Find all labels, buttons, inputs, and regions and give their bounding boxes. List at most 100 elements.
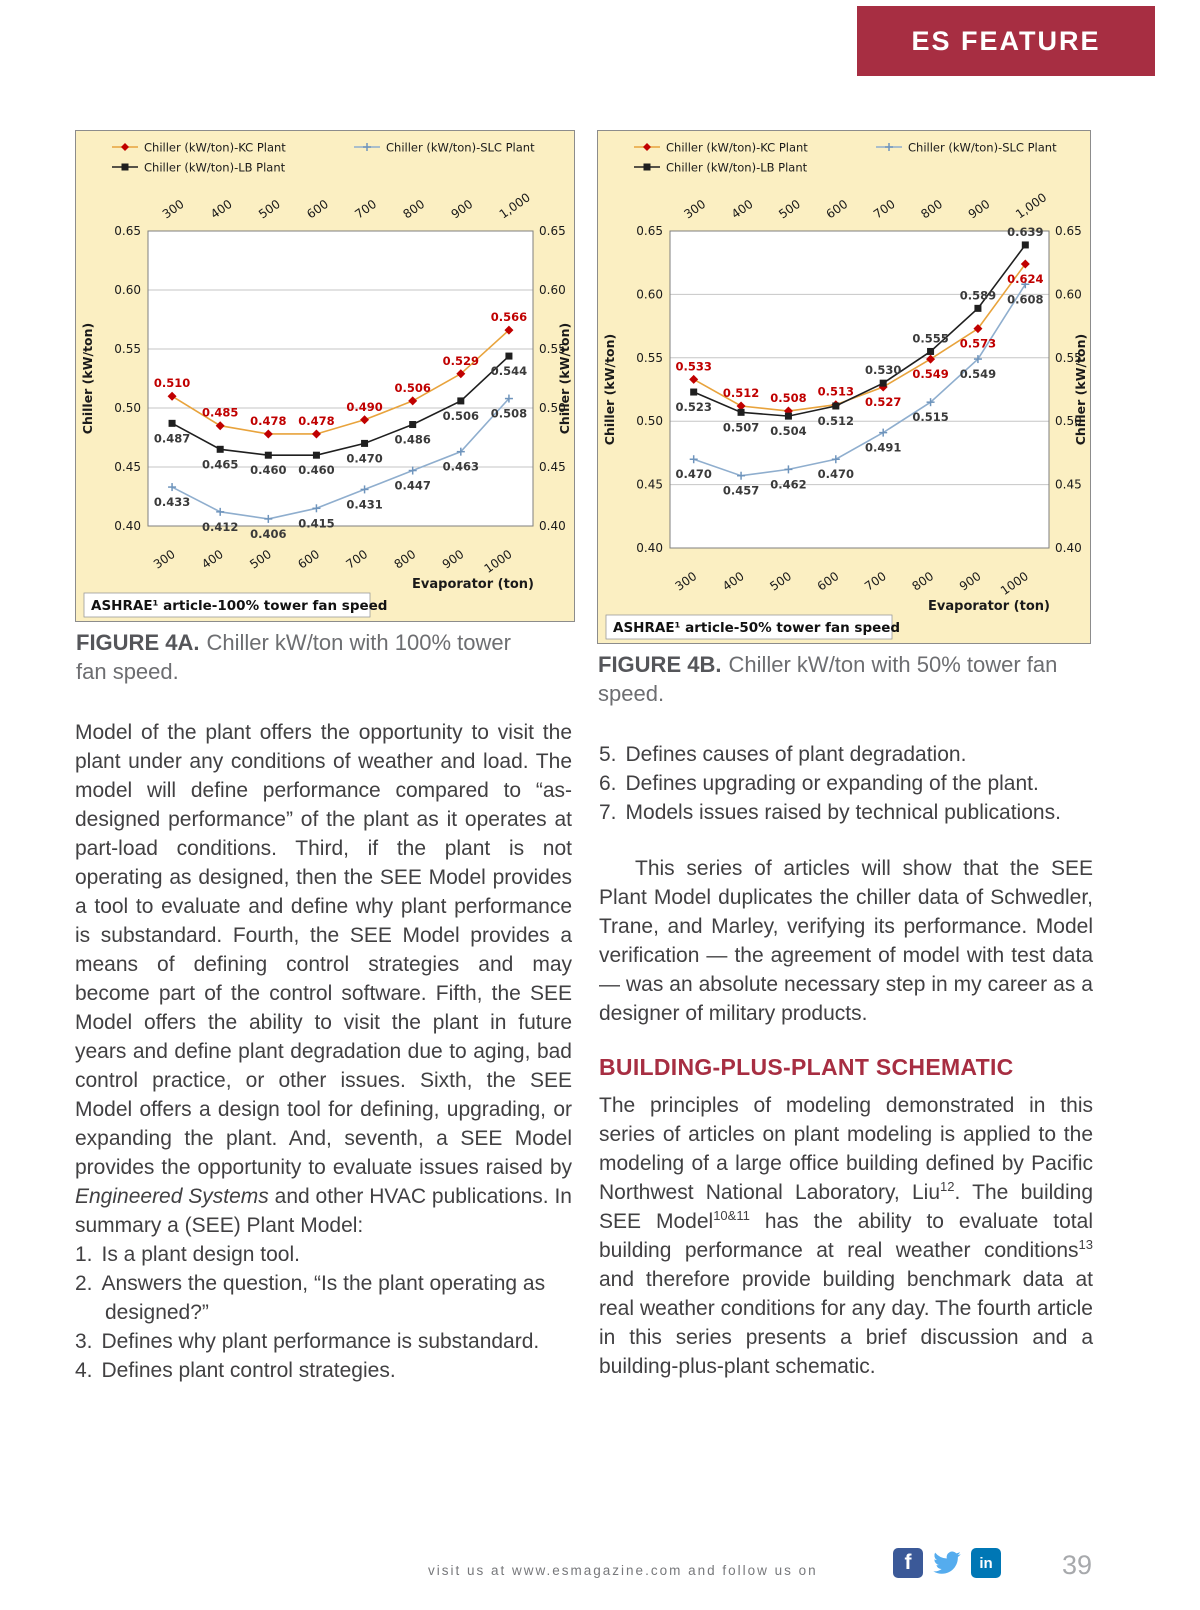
svg-text:0.65: 0.65 bbox=[636, 224, 663, 238]
svg-text:0.55: 0.55 bbox=[114, 342, 141, 356]
svg-text:400: 400 bbox=[720, 569, 747, 594]
y-axis-right: 0.40 0.45 0.50 0.55 0.60 0.65 bbox=[539, 224, 566, 533]
svg-text:0.533: 0.533 bbox=[675, 359, 711, 373]
svg-text:ASHRAE¹ article-100% tower fan: ASHRAE¹ article-100% tower fan speed bbox=[91, 598, 387, 614]
y-axis-right: 0.40 0.45 0.50 0.55 0.60 0.65 bbox=[1055, 224, 1082, 555]
list-item-text: Defines upgrading or expanding of the pl… bbox=[625, 772, 1039, 795]
y-axis-left: 0.40 0.45 0.50 0.55 0.60 0.65 bbox=[636, 224, 663, 555]
svg-text:800: 800 bbox=[909, 569, 936, 594]
x-axis-title: Evaporator (ton) bbox=[928, 599, 1050, 614]
page-number: 39 bbox=[1062, 1550, 1093, 1580]
svg-text:Chiller (kW/ton)-KC Plant: Chiller (kW/ton)-KC Plant bbox=[666, 141, 808, 155]
list-item-6: 6. Defines upgrading or expanding of the … bbox=[599, 769, 1093, 798]
svg-text:0.447: 0.447 bbox=[394, 479, 430, 493]
svg-text:700: 700 bbox=[862, 569, 889, 594]
left-paragraph: Model of the plant offers the opportunit… bbox=[75, 721, 572, 1237]
svg-text:500: 500 bbox=[776, 197, 803, 222]
svg-text:0.412: 0.412 bbox=[202, 520, 238, 534]
svg-text:900: 900 bbox=[957, 569, 984, 594]
svg-text:600: 600 bbox=[295, 547, 322, 572]
svg-text:1000: 1000 bbox=[998, 569, 1031, 598]
svg-text:400: 400 bbox=[199, 547, 226, 572]
svg-text:0.510: 0.510 bbox=[154, 376, 190, 390]
svg-text:0.406: 0.406 bbox=[250, 527, 286, 541]
chart-legend: Chiller (kW/ton)-KC Plant Chiller (kW/ton… bbox=[634, 141, 1057, 175]
svg-text:0.504: 0.504 bbox=[770, 424, 806, 438]
footer-text: visit us at www.esmagazine.com and follo… bbox=[428, 1563, 818, 1578]
svg-text:0.478: 0.478 bbox=[250, 414, 286, 428]
y-axis-left: 0.40 0.45 0.50 0.55 0.60 0.65 bbox=[114, 224, 141, 533]
svg-text:0.65: 0.65 bbox=[114, 224, 141, 238]
svg-text:0.60: 0.60 bbox=[539, 283, 566, 297]
list-item-1: 1. Is a plant design tool. bbox=[75, 1240, 572, 1269]
svg-text:0.470: 0.470 bbox=[818, 467, 854, 481]
svg-text:0.573: 0.573 bbox=[960, 337, 996, 351]
svg-text:0.40: 0.40 bbox=[636, 541, 663, 555]
svg-text:0.45: 0.45 bbox=[539, 460, 566, 474]
svg-text:900: 900 bbox=[966, 197, 993, 222]
annotation-box: ASHRAE¹ article-100% tower fan speed bbox=[83, 592, 387, 618]
series-chiller-kw-ton-kc-plant bbox=[167, 325, 514, 439]
svg-text:0.45: 0.45 bbox=[114, 460, 141, 474]
svg-text:700: 700 bbox=[871, 197, 898, 222]
svg-text:800: 800 bbox=[392, 547, 419, 572]
x-axis-top: 300 400 500 600 700 800 900 1,000 bbox=[160, 190, 533, 221]
svg-text:800: 800 bbox=[400, 197, 427, 222]
svg-text:0.544: 0.544 bbox=[491, 364, 527, 378]
figure-4b-caption-text: Chiller kW/ton with 50% tower fan speed. bbox=[598, 652, 1058, 706]
svg-text:0.589: 0.589 bbox=[960, 288, 996, 302]
svg-text:0.50: 0.50 bbox=[114, 401, 141, 415]
svg-text:0.508: 0.508 bbox=[491, 407, 527, 421]
svg-text:600: 600 bbox=[815, 569, 842, 594]
svg-text:400: 400 bbox=[208, 197, 235, 222]
svg-text:0.65: 0.65 bbox=[539, 224, 566, 238]
list-item-text: Is a plant design tool. bbox=[101, 1243, 300, 1266]
svg-text:0.40: 0.40 bbox=[539, 519, 566, 533]
svg-text:Chiller (kW/ton)-LB Plant: Chiller (kW/ton)-LB Plant bbox=[666, 161, 808, 175]
social-icons: f in bbox=[893, 1548, 1001, 1578]
svg-text:500: 500 bbox=[247, 547, 274, 572]
svg-text:500: 500 bbox=[767, 569, 794, 594]
figure-4b-caption-label: FIGURE 4B. bbox=[598, 652, 722, 677]
svg-text:0.527: 0.527 bbox=[865, 395, 901, 409]
svg-text:0.45: 0.45 bbox=[636, 478, 663, 492]
list-item-number: 6. bbox=[599, 772, 617, 795]
series-chiller-kw-ton-lb-plant bbox=[690, 241, 1029, 420]
right-numbered-list: 5. Defines causes of plant degradation. 6… bbox=[599, 740, 1093, 827]
list-item-number: 3. bbox=[75, 1330, 93, 1353]
svg-text:0.65: 0.65 bbox=[1055, 224, 1082, 238]
list-item-number: 4. bbox=[75, 1359, 93, 1382]
svg-text:Chiller (kW/ton)-LB Plant: Chiller (kW/ton)-LB Plant bbox=[144, 161, 286, 175]
list-item-text: Defines plant control strategies. bbox=[101, 1359, 396, 1382]
svg-text:300: 300 bbox=[673, 569, 700, 594]
svg-text:0.608: 0.608 bbox=[1007, 292, 1043, 306]
svg-text:900: 900 bbox=[449, 197, 476, 222]
x-axis-top: 300 400 500 600 700 800 900 1,000 bbox=[681, 190, 1049, 221]
data-labels: 0.533 0.523 0.470 0.512 0.507 0.457 0.508 0.504… bbox=[675, 225, 1043, 498]
svg-text:0.512: 0.512 bbox=[818, 414, 854, 428]
svg-text:0.529: 0.529 bbox=[443, 354, 479, 368]
svg-text:0.55: 0.55 bbox=[1055, 351, 1082, 365]
svg-text:0.549: 0.549 bbox=[960, 367, 996, 381]
svg-text:1,000: 1,000 bbox=[497, 190, 533, 221]
list-item-4: 4. Defines plant control strategies. bbox=[75, 1356, 572, 1385]
svg-text:700: 700 bbox=[352, 197, 379, 222]
svg-text:0.40: 0.40 bbox=[114, 519, 141, 533]
svg-text:0.478: 0.478 bbox=[298, 414, 334, 428]
svg-text:900: 900 bbox=[440, 547, 467, 572]
y-axis-title-right: Chiller (kW/ton) bbox=[1073, 334, 1088, 445]
series-chiller-kw-ton-slc-plant bbox=[168, 394, 513, 523]
svg-text:0.513: 0.513 bbox=[818, 385, 854, 399]
linkedin-icon[interactable]: in bbox=[971, 1548, 1001, 1578]
svg-text:700: 700 bbox=[343, 547, 370, 572]
twitter-icon[interactable] bbox=[930, 1548, 964, 1578]
svg-text:0.457: 0.457 bbox=[723, 484, 759, 498]
svg-text:0.523: 0.523 bbox=[675, 400, 711, 414]
right-paragraph-2: The principles of modeling demonstrated … bbox=[599, 1094, 1093, 1378]
svg-text:0.487: 0.487 bbox=[154, 431, 190, 445]
gridlines bbox=[147, 230, 534, 527]
svg-text:Chiller (kW/ton)-SLC Plant: Chiller (kW/ton)-SLC Plant bbox=[908, 141, 1057, 155]
facebook-icon[interactable]: f bbox=[893, 1548, 923, 1578]
left-numbered-list: 1. Is a plant design tool. 2. Answers the … bbox=[75, 1240, 572, 1385]
list-item-text: Defines why plant performance is substan… bbox=[101, 1330, 540, 1353]
